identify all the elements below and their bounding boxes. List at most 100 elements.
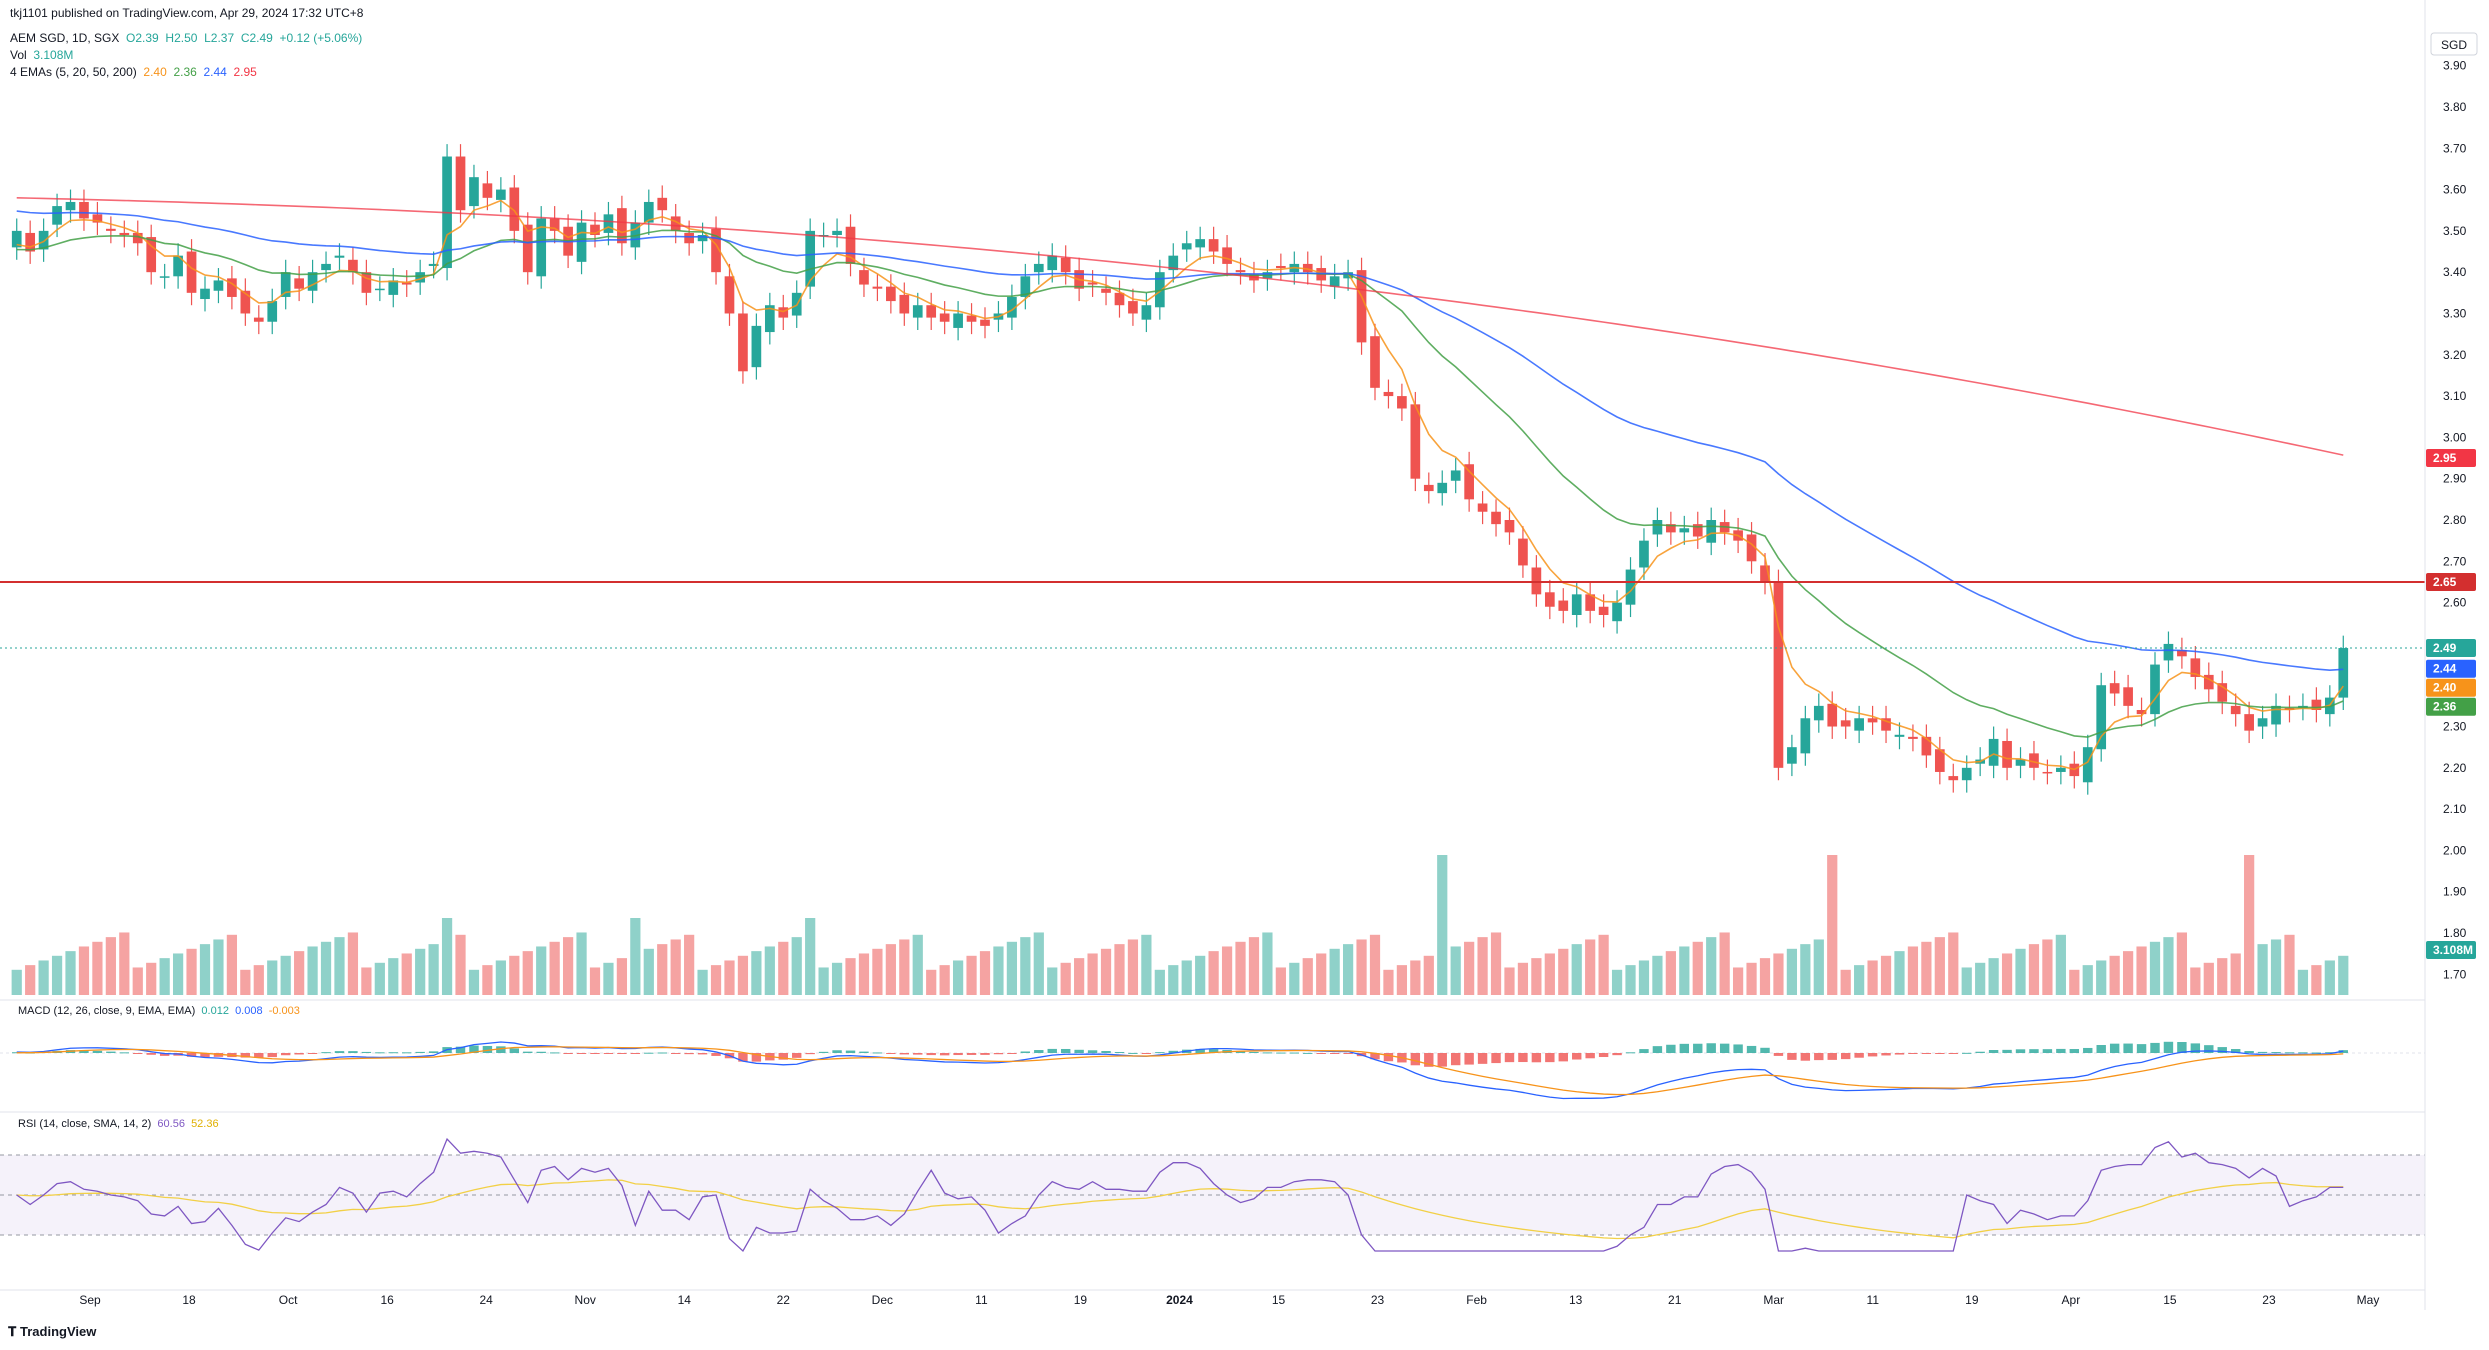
volume-bar bbox=[845, 958, 856, 995]
candle-body bbox=[401, 282, 412, 285]
volume-bar bbox=[1786, 948, 1798, 995]
volume-bar bbox=[307, 946, 318, 995]
candle-body bbox=[1787, 747, 1797, 764]
volume-bar bbox=[2082, 965, 2093, 995]
macd-hist-bar bbox=[563, 1053, 573, 1054]
tv-logo-text: TradingView bbox=[20, 1324, 97, 1339]
macd-hist-bar bbox=[133, 1053, 143, 1054]
candle-body bbox=[1679, 528, 1690, 533]
candle-body bbox=[173, 255, 183, 277]
candle-body bbox=[724, 276, 735, 314]
volume-bar bbox=[2190, 967, 2201, 995]
currency-label: SGD bbox=[2441, 38, 2467, 52]
macd-hist-bar bbox=[321, 1052, 331, 1054]
volume-bar bbox=[38, 960, 49, 995]
candle-body bbox=[1356, 270, 1367, 343]
volume-bar bbox=[1127, 939, 1139, 995]
candle-body bbox=[1894, 734, 1905, 737]
volume-bar bbox=[11, 969, 22, 995]
volume-bar bbox=[630, 918, 641, 995]
volume-bar bbox=[1114, 944, 1125, 995]
macd-hist-bar bbox=[2230, 1049, 2241, 1053]
candle-body bbox=[1168, 255, 1179, 271]
macd-hist-bar bbox=[1087, 1050, 1098, 1053]
volume-bar bbox=[562, 937, 574, 995]
x-tick-label: 18 bbox=[182, 1293, 196, 1307]
rsi-label[interactable]: RSI (14, close, SMA, 14, 2) bbox=[18, 1118, 152, 1130]
candle-body bbox=[307, 272, 318, 291]
tradingview-logo[interactable]: 𝐓 TradingView bbox=[8, 1324, 96, 1340]
candle-body bbox=[482, 183, 493, 198]
macd-hist-bar bbox=[1652, 1046, 1663, 1053]
macd-hist-bar bbox=[913, 1053, 923, 1055]
candle-body bbox=[227, 278, 237, 297]
volume-bar bbox=[778, 941, 789, 995]
volume-bar bbox=[1248, 937, 1260, 995]
volume-bar bbox=[2270, 939, 2282, 995]
macd-hist-bar bbox=[1814, 1053, 1824, 1061]
macd-hist-bar bbox=[348, 1051, 358, 1053]
candle-body bbox=[280, 272, 291, 297]
macd-hist-bar bbox=[1491, 1053, 1501, 1064]
candle-body bbox=[2123, 687, 2133, 706]
ema5-line bbox=[16, 199, 2344, 771]
volume-bar bbox=[361, 967, 372, 995]
macd-hist-bar bbox=[1060, 1048, 1071, 1053]
volume-bar bbox=[1638, 960, 1650, 995]
x-tick-label: 21 bbox=[1668, 1293, 1682, 1307]
volume-bar bbox=[2217, 958, 2228, 995]
macd-hist-bar bbox=[254, 1053, 264, 1058]
volume-bar bbox=[1880, 955, 1892, 995]
volume-bar bbox=[455, 934, 466, 995]
volume-label[interactable]: Vol bbox=[10, 48, 27, 62]
candle-body bbox=[1450, 470, 1461, 481]
candle-body bbox=[1154, 272, 1165, 308]
y-tick-label: 2.00 bbox=[2443, 843, 2467, 857]
candle-body bbox=[388, 280, 399, 295]
candle-body bbox=[1598, 606, 1609, 615]
macd-hist-bar bbox=[1625, 1052, 1636, 1054]
macd-hist-bar bbox=[2325, 1052, 2335, 1054]
candle-body bbox=[92, 214, 103, 223]
volume-bar bbox=[1302, 958, 1313, 995]
volume-bar bbox=[495, 960, 506, 995]
macd-hist-bar bbox=[939, 1053, 950, 1056]
volume-bar bbox=[1975, 962, 1986, 995]
candle-body bbox=[1800, 718, 1811, 754]
candle-body bbox=[2203, 674, 2214, 690]
macd-hist-bar bbox=[832, 1050, 842, 1053]
volume-bar bbox=[1262, 932, 1273, 995]
volume-bar bbox=[415, 948, 426, 995]
volume-bar bbox=[509, 955, 520, 995]
macd-hist-bar bbox=[186, 1053, 197, 1057]
macd-hist-bar bbox=[496, 1046, 506, 1053]
volume-bar bbox=[737, 955, 749, 995]
macd-hist-bar bbox=[200, 1053, 210, 1058]
volume-bar bbox=[1813, 939, 1824, 995]
time-axis: Sep 18 Oct 16 24 Nov 14 22 Dec 11 19 2024 15 23 Feb 13 2… bbox=[0, 1289, 2425, 1307]
macd-label[interactable]: MACD (12, 26, close, 9, EMA, EMA) bbox=[18, 1005, 196, 1017]
volume-bar bbox=[939, 965, 950, 995]
candle-body bbox=[267, 301, 278, 322]
macd-hist-bar bbox=[1034, 1050, 1044, 1053]
price-tag-label: 3.108M bbox=[2433, 943, 2473, 957]
volume-bar bbox=[1840, 969, 1851, 995]
macd-hist-bar bbox=[1800, 1053, 1811, 1061]
rsi-line bbox=[16, 1137, 2344, 1253]
macd-hist-bar bbox=[2217, 1047, 2227, 1053]
x-tick-label: 13 bbox=[1569, 1293, 1583, 1307]
candle-body bbox=[1276, 265, 1286, 269]
candle-body bbox=[1585, 594, 1596, 611]
symbol-name[interactable]: AEM SGD, 1D, SGX bbox=[10, 31, 120, 45]
candle-body bbox=[2217, 683, 2228, 702]
volume-bar bbox=[280, 955, 291, 995]
volume-bar bbox=[966, 955, 977, 995]
x-tick-label: 19 bbox=[1965, 1293, 1979, 1307]
candle-body bbox=[159, 276, 170, 278]
candle-body bbox=[1397, 396, 1407, 409]
macd-hist-bar bbox=[1827, 1053, 1837, 1060]
ema-label[interactable]: 4 EMAs (5, 20, 50, 200) bbox=[10, 65, 137, 79]
macd-hist-bar bbox=[79, 1050, 89, 1053]
price-tag-label: 2.44 bbox=[2433, 662, 2457, 676]
